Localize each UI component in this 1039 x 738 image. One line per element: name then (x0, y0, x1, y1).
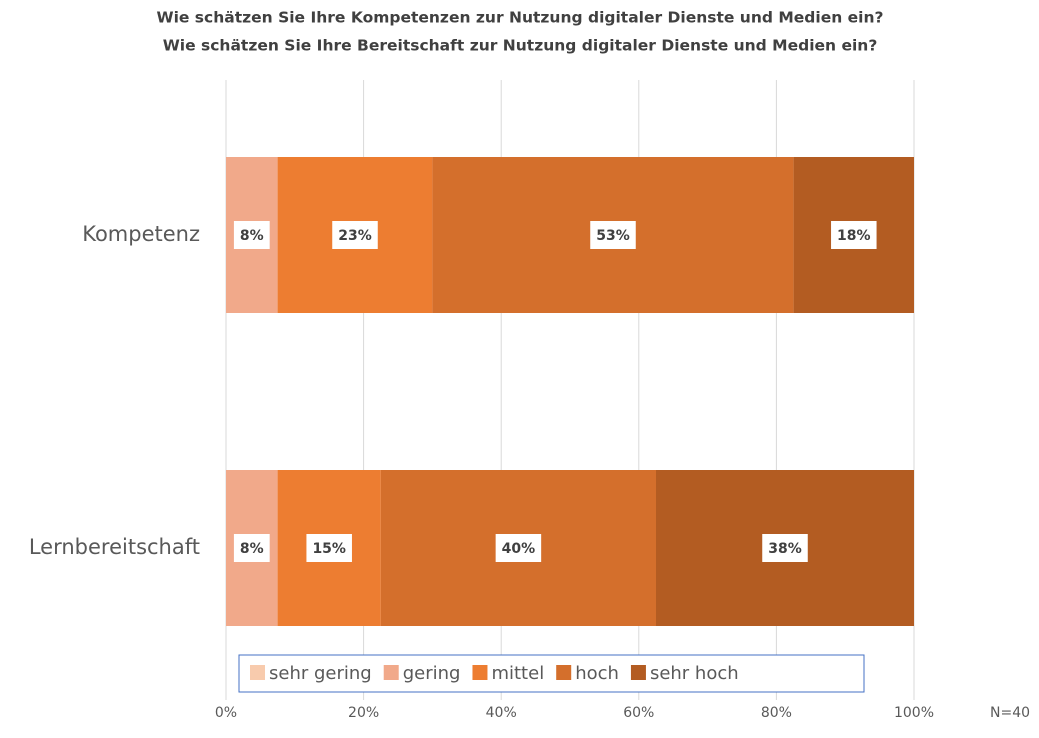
data-label: 23% (332, 221, 378, 249)
x-tick-label: 0% (215, 705, 237, 721)
data-label-text: 38% (768, 541, 802, 557)
legend-swatch (250, 665, 265, 680)
data-label-box (762, 534, 808, 562)
data-label-box (495, 534, 542, 562)
legend-swatch (472, 665, 488, 680)
x-tick-label: 20% (348, 705, 379, 721)
data-label-box (332, 221, 378, 249)
x-tick-label: 80% (761, 705, 792, 721)
y-tick-label: Lernbereitschaft (29, 535, 200, 559)
data-label-text: 18% (837, 228, 871, 244)
chart-subtitle: Wie schätzen Sie Ihre Bereitschaft zur N… (163, 37, 878, 55)
data-label: 53% (590, 221, 636, 249)
x-tick-label: 100% (894, 705, 934, 721)
data-label-box (233, 534, 270, 562)
x-tick-label: 60% (623, 705, 654, 721)
data-label-text: 8% (240, 228, 264, 244)
data-label-text: 40% (502, 541, 536, 557)
legend-swatch (556, 665, 572, 680)
y-tick-label: Kompetenz (82, 222, 200, 246)
data-label: 18% (831, 221, 877, 249)
legend-label: hoch (575, 663, 619, 684)
legend-label: gering (403, 663, 461, 684)
data-label-box (590, 221, 636, 249)
data-label-text: 53% (596, 228, 630, 244)
x-tick-label: 40% (486, 705, 517, 721)
legend-label: mittel (491, 663, 544, 684)
legend-label: sehr hoch (650, 663, 739, 684)
data-label: 40% (495, 534, 542, 562)
data-label-box (306, 534, 352, 562)
data-label-text: 15% (312, 541, 346, 557)
data-label: 8% (233, 221, 270, 249)
data-label: 38% (762, 534, 808, 562)
chart-title: Wie schätzen Sie Ihre Kompetenzen zur Nu… (156, 9, 883, 27)
data-label: 15% (306, 534, 352, 562)
annotation: N=40 (990, 705, 1030, 721)
legend-swatch (630, 665, 646, 680)
data-label-text: 23% (338, 228, 372, 244)
data-label-box (233, 221, 270, 249)
data-label: 8% (233, 534, 270, 562)
data-label-text: 8% (240, 541, 264, 557)
legend-box (238, 654, 865, 693)
legend-label: sehr gering (269, 663, 372, 684)
legend-swatch (383, 665, 399, 680)
data-label-box (831, 221, 877, 249)
